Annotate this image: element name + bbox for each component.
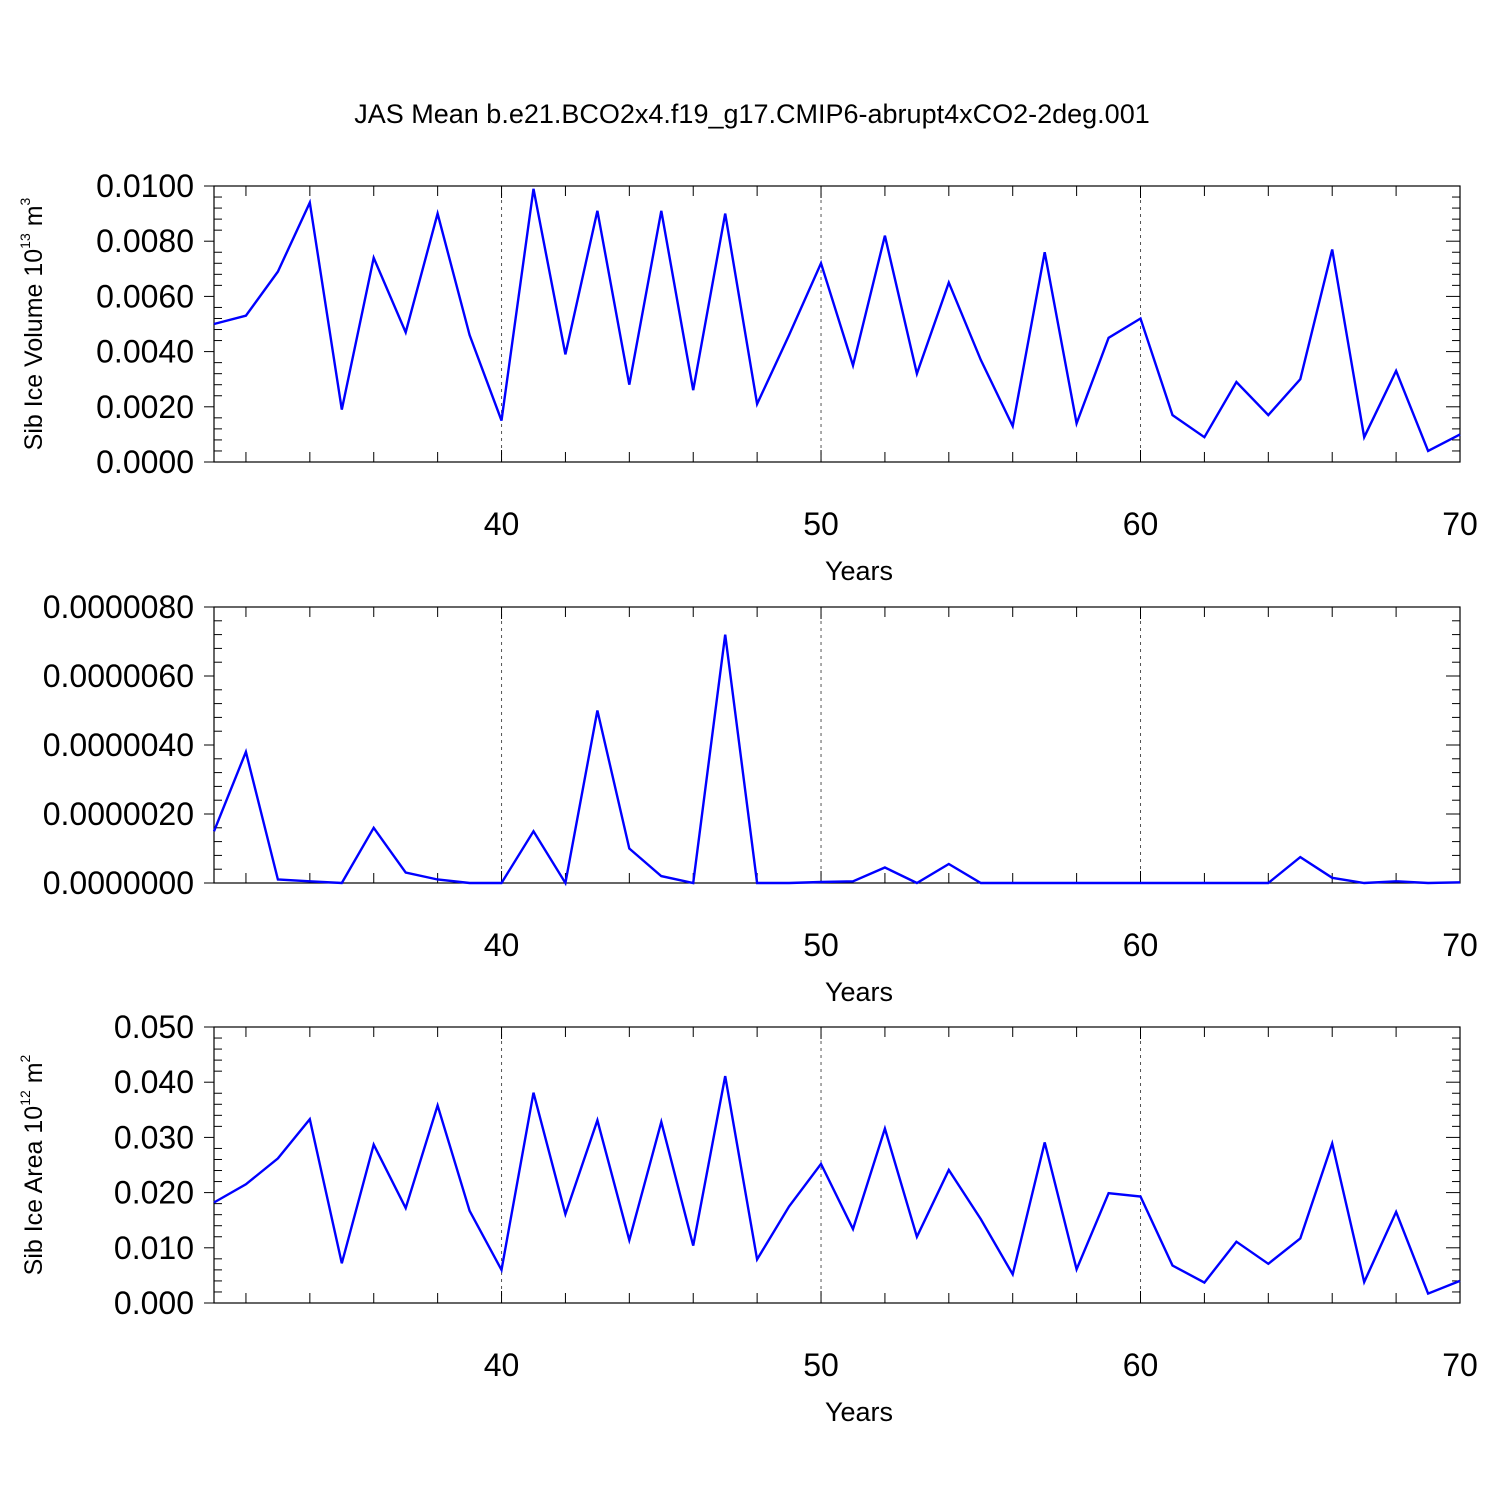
- y-tick-label: 0.0000: [96, 444, 194, 480]
- y-tick-label: 0.020: [114, 1175, 194, 1211]
- x-tick-label: 70: [1442, 506, 1478, 542]
- series-line: [212, 634, 1461, 887]
- x-axis-label: Years: [825, 977, 893, 1007]
- plot-frame: [213, 606, 1461, 884]
- y-tick-label: 0.0040: [96, 334, 194, 370]
- x-tick-label: 70: [1442, 1347, 1478, 1383]
- y-tick-label: 0.0080: [96, 223, 194, 259]
- x-tick-label: 40: [484, 506, 520, 542]
- panel-ice-area: 0.000 0.010 0.020 0.030 0.040 0.050 40 50 60 70 Ye…: [17, 1009, 1478, 1427]
- y-tick-label: 0.030: [114, 1119, 194, 1155]
- y-tick-label: 0.0000060: [43, 658, 194, 694]
- y-tick-label: 0.040: [114, 1064, 194, 1100]
- x-tick-label: 50: [803, 927, 839, 963]
- plot-frame: [213, 1026, 1461, 1304]
- series-line: [213, 1075, 1461, 1296]
- x-axis-label: Years: [825, 1397, 893, 1427]
- figure-title: JAS Mean b.e21.BCO2x4.f19_g17.CMIP6-abru…: [354, 99, 1149, 129]
- x-tick-label: 50: [803, 506, 839, 542]
- y-tick-label: 0.0000020: [43, 796, 194, 832]
- panel-snow-volume: 0.0000000 0.0000020 0.0000040 0.0000060 0.00…: [43, 589, 1478, 1007]
- y-tick-label: 0.050: [114, 1009, 194, 1045]
- y-tick-label: 0.0000080: [43, 589, 194, 625]
- y-tick-label: 0.0020: [96, 389, 194, 425]
- y-tick-label: 0.0100: [96, 168, 194, 204]
- x-tick-label: 40: [484, 927, 520, 963]
- series-line: [213, 188, 1461, 453]
- x-tick-label: 60: [1123, 927, 1159, 963]
- y-tick-label: 0.0000000: [43, 865, 194, 901]
- panel-ice-volume: 0.0000 0.0020 0.0040 0.0060 0.0080 0.0100 40 50…: [17, 168, 1478, 586]
- y-tick-label: 0.010: [114, 1230, 194, 1266]
- x-tick-label: 70: [1442, 927, 1478, 963]
- x-tick-label: 50: [803, 1347, 839, 1383]
- y-tick-label: 0.0000040: [43, 727, 194, 763]
- x-tick-label: 60: [1123, 1347, 1159, 1383]
- y-tick-label: 0.0060: [96, 278, 194, 314]
- x-axis-label: Years: [825, 556, 893, 586]
- y-tick-label: 0.000: [114, 1285, 194, 1321]
- x-tick-label: 40: [484, 1347, 520, 1383]
- y-axis-label: Sib Ice Area 1012 m2: [17, 1054, 48, 1275]
- x-tick-label: 60: [1123, 506, 1159, 542]
- y-axis-label: Sib Ice Volume 1013 m3: [17, 197, 48, 450]
